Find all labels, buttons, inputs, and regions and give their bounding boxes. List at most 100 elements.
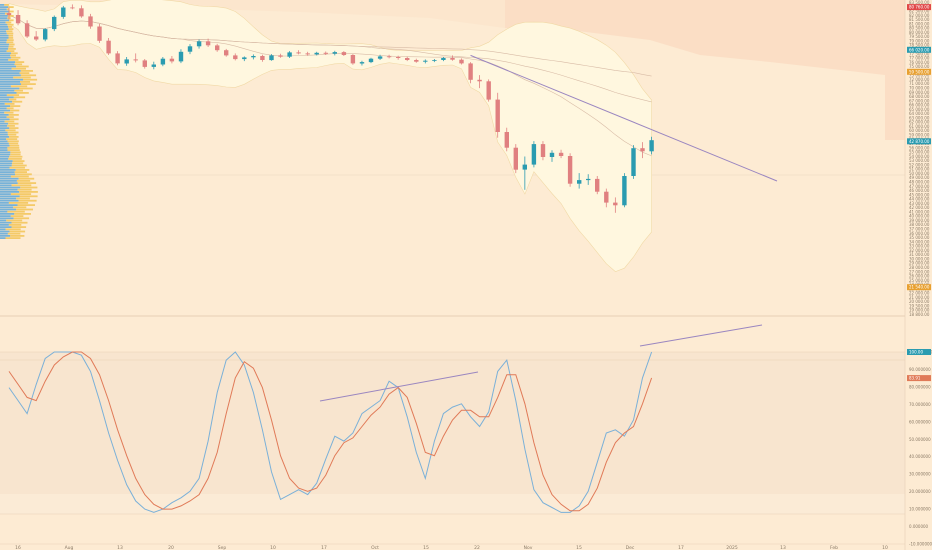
x-tick-label: 16 xyxy=(15,545,21,550)
volume-bar-yellow xyxy=(10,235,25,237)
candle-body xyxy=(586,178,591,181)
volume-bar-blue xyxy=(0,17,8,19)
candle xyxy=(6,7,12,20)
candle xyxy=(477,75,482,89)
candle-body xyxy=(558,152,564,156)
price-tick-label: 77 000.00 xyxy=(909,56,930,61)
volume-bar-blue xyxy=(0,184,12,187)
volume-bar-blue xyxy=(0,153,11,156)
price-tick-label: 36 000.00 xyxy=(909,231,930,236)
volume-bar-blue xyxy=(0,138,7,140)
volume-bar-yellow xyxy=(11,67,26,70)
price-tick-label: 79 000.00 xyxy=(909,39,930,44)
volume-bar-yellow xyxy=(7,140,19,143)
x-tick-label: 13 xyxy=(117,545,123,550)
price-tick-label: 18 800.00 xyxy=(909,312,930,317)
candle-body xyxy=(242,57,247,60)
volume-bar-yellow xyxy=(8,202,29,204)
candle xyxy=(278,53,283,58)
candle xyxy=(377,54,383,60)
volume-bar-blue xyxy=(0,131,8,134)
price-tick-label: 35 000.00 xyxy=(909,235,930,240)
volume-bar-yellow xyxy=(10,193,32,195)
candle xyxy=(24,20,30,38)
price-badge xyxy=(907,284,931,291)
candle xyxy=(341,51,347,56)
volume-bar-yellow xyxy=(7,131,19,134)
volume-bar-yellow xyxy=(18,177,35,180)
price-tick-label: 53 000.00 xyxy=(909,158,930,163)
volume-bar-yellow xyxy=(8,142,19,145)
volume-bar-yellow xyxy=(20,70,33,72)
candle-body xyxy=(486,81,491,100)
candle xyxy=(314,51,319,56)
volume-bar-yellow xyxy=(8,122,19,125)
price-tick-label: 59 000.00 xyxy=(909,133,930,138)
price-tick-label: 55 000.00 xyxy=(909,150,930,155)
candle-body xyxy=(649,140,654,152)
x-tick-label: Nov xyxy=(524,545,533,550)
oscillator-tick-label: 60.000000 xyxy=(909,419,931,424)
volume-bar-yellow xyxy=(8,28,14,30)
volume-bar-yellow xyxy=(20,81,31,83)
price-tick-label: 76 000.00 xyxy=(909,60,930,65)
x-tick-label: 13 xyxy=(780,545,786,550)
volume-bar-yellow xyxy=(13,76,31,79)
volume-bar-yellow xyxy=(6,138,18,140)
candle xyxy=(531,141,537,168)
candle-body xyxy=(468,63,473,80)
candle-body xyxy=(6,13,12,15)
price-tick-label: 37 000.00 xyxy=(909,227,930,232)
volume-bar-blue xyxy=(0,204,18,206)
candle xyxy=(622,173,627,208)
volume-bar-yellow xyxy=(10,153,21,156)
volume-bar-yellow xyxy=(9,98,17,101)
volume-bar-yellow xyxy=(19,87,33,90)
candle xyxy=(396,55,401,60)
volume-bar-blue xyxy=(0,10,10,13)
volume-bar-blue xyxy=(0,74,21,77)
volume-bar-blue xyxy=(0,54,11,57)
candle-body xyxy=(70,7,75,9)
volume-bar-blue xyxy=(0,219,7,222)
oscillator-trendline-2 xyxy=(639,324,763,347)
price-tick-label: 82 000.00 xyxy=(909,13,930,18)
price-tick-label: 75 000.00 xyxy=(909,64,930,69)
candle-body xyxy=(196,41,202,47)
oscillator-badge-label: 100.00 xyxy=(909,350,923,355)
volume-bar-blue xyxy=(0,171,15,173)
volume-bar-blue xyxy=(0,173,15,176)
candle-body xyxy=(450,58,455,60)
price-tick-label: 79 500.00 xyxy=(909,34,930,39)
volume-bar-blue xyxy=(0,169,16,171)
price-tick-label: 33 000.00 xyxy=(909,244,930,249)
price-tick-label: 52 000.00 xyxy=(909,162,930,167)
candle-body xyxy=(215,45,220,51)
candle-body xyxy=(414,60,419,62)
volume-bar-blue xyxy=(0,43,10,46)
price-tick-label: 82 500.00 xyxy=(909,9,930,14)
price-tick-label: 19 000.00 xyxy=(909,308,930,313)
volume-bar-blue xyxy=(0,155,10,158)
volume-bar-blue xyxy=(0,100,13,103)
oscillator-tick-label: 0.000000 xyxy=(909,524,929,529)
volume-bar-yellow xyxy=(9,43,15,46)
candle xyxy=(450,55,455,61)
candle xyxy=(124,57,129,66)
candle-body xyxy=(513,147,518,170)
price-tick-label: 25 000.00 xyxy=(909,278,930,283)
price-badge xyxy=(907,138,931,145)
volume-bar-blue xyxy=(0,235,11,237)
candle-body xyxy=(504,132,509,148)
volume-bar-yellow xyxy=(13,217,30,220)
x-tick-label: 17 xyxy=(321,545,327,550)
candle xyxy=(70,4,75,10)
candle-body xyxy=(522,164,527,170)
volume-bar-blue xyxy=(0,8,7,11)
oscillator-zone xyxy=(0,352,905,494)
volume-bar-blue xyxy=(0,116,7,118)
volume-bar-yellow xyxy=(9,19,14,22)
cloud-area-left xyxy=(0,0,505,28)
candle xyxy=(386,54,392,59)
